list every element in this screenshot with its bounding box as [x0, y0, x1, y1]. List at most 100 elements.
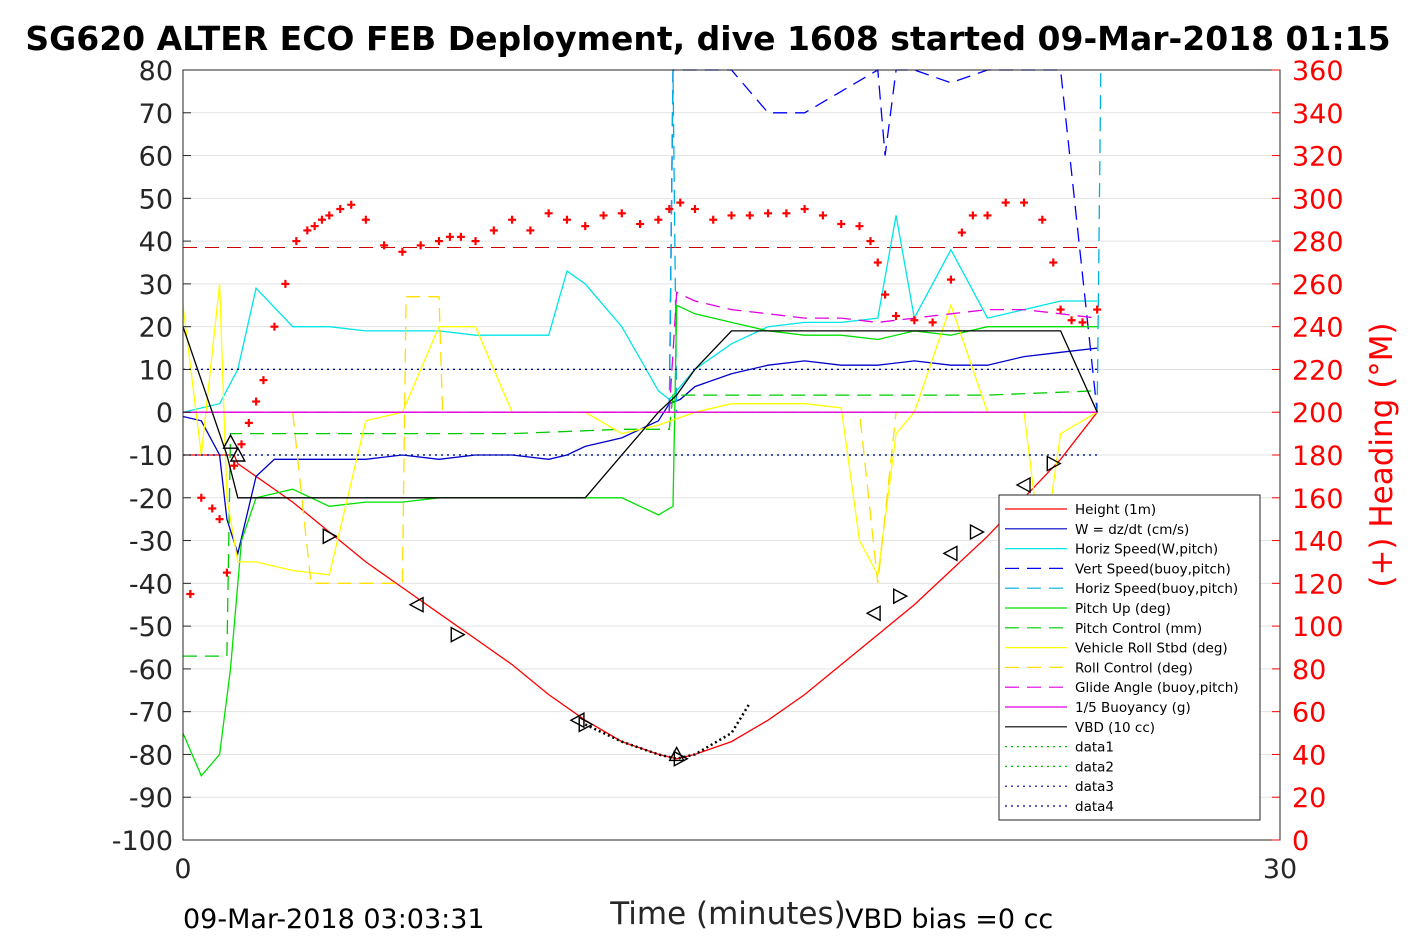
y-right-tick-label: 60: [1292, 698, 1326, 729]
heading-point: [654, 215, 663, 224]
heading-point: [471, 237, 480, 246]
y-tick-label: 10: [139, 355, 173, 386]
legend: Height (1m) W = dz/dt (cm/s) Horiz Speed(W…: [998, 494, 1261, 821]
heading-point: [259, 376, 268, 385]
heading-point: [325, 211, 334, 220]
x-tick-label: 30: [1263, 854, 1297, 885]
heading-point: [665, 205, 674, 214]
y-tick-label: -80: [129, 740, 173, 771]
triangle-marker: [673, 750, 689, 767]
heading-point: [380, 241, 389, 250]
heading-point: [456, 232, 465, 241]
triangle-marker: [322, 528, 338, 545]
heading-point: [881, 290, 890, 299]
plot-series: [182, 68, 1102, 778]
triangle-marker: [229, 446, 247, 462]
heading-point: [745, 211, 754, 220]
heading-point: [599, 211, 608, 220]
y-tick-label: 30: [139, 270, 173, 301]
y-tick-label: 60: [139, 142, 173, 173]
heading-point: [347, 200, 356, 209]
heading-point: [416, 241, 425, 250]
heading-point: [837, 220, 846, 228]
series-line-0: [183, 411, 1098, 760]
heading-point: [1020, 198, 1029, 207]
heading-point: [727, 211, 736, 220]
heading-point: [317, 215, 326, 224]
heading-point: [968, 211, 977, 220]
y-tick-label: 70: [139, 99, 173, 130]
legend-label: Vert Speed(buoy,pitch): [1075, 561, 1231, 577]
heading-point: [581, 222, 590, 231]
x-tick-label: 0: [174, 854, 191, 885]
y-right-tick-label: 240: [1292, 313, 1344, 344]
triangle-marker: [222, 433, 239, 449]
y-tick-label: -10: [129, 441, 173, 472]
series-line-2: [182, 215, 1098, 413]
heading-point: [434, 237, 443, 246]
y-tick-label: -90: [129, 783, 173, 814]
heading-point: [186, 590, 195, 599]
y-right-tick-label: 220: [1292, 355, 1344, 386]
heading-point: [1049, 258, 1058, 267]
series-line-5: [182, 304, 1098, 778]
heading-point: [489, 226, 498, 235]
triangle-markers: [222, 433, 1062, 767]
legend-label: Horiz Speed(buoy,pitch): [1075, 581, 1238, 597]
heading-point: [1056, 305, 1065, 314]
heading-point: [928, 318, 937, 327]
heading-point: [690, 205, 699, 214]
y-right-tick-label: 80: [1292, 655, 1326, 686]
heading-point: [1001, 198, 1010, 207]
heading-point: [222, 568, 231, 577]
y-right-tick-label: 140: [1292, 527, 1344, 558]
legend-label: W = dz/dt (cm/s): [1075, 522, 1189, 538]
series-line-8: [183, 296, 1098, 584]
y-right-tick-label: 280: [1292, 227, 1344, 258]
series-line-11: [182, 326, 1098, 499]
legend-label: Vehicle Roll Stbd (deg): [1075, 641, 1228, 657]
heading-point: [866, 237, 875, 246]
chart-title: SG620 ALTER ECO FEB Deployment, dive 160…: [25, 19, 1390, 58]
heading-point: [230, 461, 239, 470]
heading-point: [764, 209, 773, 218]
y-tick-label: -60: [129, 655, 173, 686]
heading-point: [445, 232, 454, 241]
heading-point: [1078, 318, 1087, 327]
y-right-tick-label: 40: [1292, 740, 1326, 771]
x-axis-label: Time (minutes): [609, 896, 845, 932]
series-line-7: [182, 283, 1098, 577]
y-axis-right-label: (+) Heading (°M): [1364, 322, 1400, 587]
heading-point: [336, 205, 345, 214]
heading-point: [800, 205, 809, 214]
y-tick-label: 0: [156, 398, 173, 429]
y-right-tick-label: 160: [1292, 484, 1344, 515]
heading-point: [946, 275, 955, 284]
triangle-marker: [578, 716, 594, 733]
legend-label: Roll Control (deg): [1075, 660, 1193, 676]
y-right-tick-label: 20: [1292, 783, 1326, 814]
legend-label: Horiz Speed(W,pitch): [1075, 542, 1218, 558]
heading-point: [983, 211, 992, 220]
legend-label: data4: [1075, 799, 1114, 815]
legend-label: data2: [1075, 759, 1114, 775]
y-right-tick-label: 0: [1292, 826, 1309, 857]
heading-point: [636, 220, 645, 228]
heading-point: [244, 418, 253, 427]
y-right-tick-label: 260: [1292, 270, 1344, 301]
y-tick-label: -20: [129, 484, 173, 515]
triangle-marker: [893, 587, 909, 605]
heading-point: [562, 215, 571, 224]
heading-series: [186, 198, 1102, 599]
y-tick-label: 40: [139, 227, 173, 258]
heading-point: [892, 311, 901, 320]
series-line-6: [183, 390, 1098, 657]
y-right-tick-label: 200: [1292, 398, 1344, 429]
heading-point: [873, 258, 882, 267]
series-line-9: [183, 291, 1098, 413]
heading-point: [197, 493, 206, 502]
y-tick-label: 80: [139, 56, 173, 87]
y-tick-label: -100: [112, 826, 173, 857]
y-right-tick-label: 360: [1292, 56, 1344, 87]
x-axis-ticks: 0 30: [174, 854, 1297, 885]
